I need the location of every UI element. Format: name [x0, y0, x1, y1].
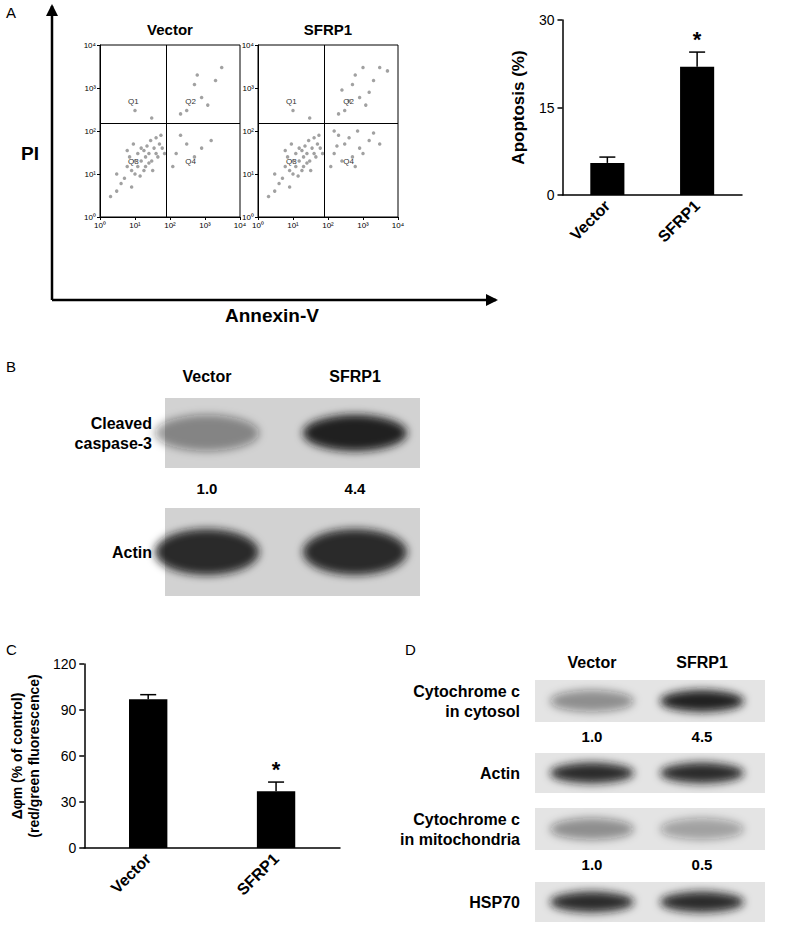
svg-text:C: C [6, 641, 17, 658]
svg-text:Apoptosis (%): Apoptosis (%) [509, 50, 528, 164]
svg-text:PI: PI [21, 143, 39, 164]
svg-text:Q3: Q3 [286, 157, 297, 166]
svg-text:0: 0 [68, 840, 76, 856]
svg-text:10²: 10² [242, 127, 254, 136]
svg-text:Q3: Q3 [128, 157, 139, 166]
svg-text:B: B [6, 358, 16, 375]
svg-text:Vector: Vector [147, 21, 193, 38]
svg-text:4.4: 4.4 [345, 480, 367, 497]
svg-text:Q1: Q1 [286, 97, 297, 106]
svg-text:Vector: Vector [567, 197, 614, 244]
svg-text:Q4: Q4 [185, 157, 196, 166]
svg-text:Cytochrome cin mitochondria: Cytochrome cin mitochondria [400, 811, 520, 848]
svg-text:Cytochrome cin cytosol: Cytochrome cin cytosol [413, 683, 520, 720]
svg-text:*: * [272, 757, 281, 782]
svg-text:1.0: 1.0 [582, 856, 603, 873]
svg-text:10¹: 10¹ [287, 221, 299, 230]
svg-text:10²: 10² [322, 221, 334, 230]
svg-text:A: A [6, 4, 16, 21]
svg-text:Q4: Q4 [343, 157, 354, 166]
svg-text:SFRP1: SFRP1 [676, 654, 728, 671]
svg-text:10⁰: 10⁰ [242, 212, 254, 222]
svg-text:10¹: 10¹ [242, 170, 254, 179]
svg-text:10⁴: 10⁴ [84, 41, 97, 50]
svg-text:90: 90 [61, 702, 77, 718]
svg-text:0: 0 [547, 187, 555, 203]
svg-text:120: 120 [53, 656, 77, 672]
svg-text:Δφm (% of control): Δφm (% of control) [9, 693, 25, 820]
svg-text:Actin: Actin [112, 544, 152, 561]
svg-text:10³: 10³ [357, 221, 369, 230]
svg-text:10⁴: 10⁴ [234, 221, 247, 230]
svg-text:Vector: Vector [108, 850, 155, 897]
svg-text:4.5: 4.5 [692, 728, 713, 745]
svg-text:15: 15 [539, 100, 555, 116]
svg-text:SFRP1: SFRP1 [329, 368, 381, 385]
svg-text:30: 30 [61, 794, 77, 810]
svg-text:60: 60 [61, 748, 77, 764]
svg-text:10³: 10³ [242, 84, 254, 93]
svg-text:Q1: Q1 [128, 97, 139, 106]
svg-text:Cleavedcaspase-3: Cleavedcaspase-3 [75, 415, 152, 452]
svg-text:SFRP1: SFRP1 [304, 21, 352, 38]
svg-text:0.5: 0.5 [692, 856, 713, 873]
svg-text:Q2: Q2 [343, 97, 354, 106]
svg-text:SFRP1: SFRP1 [655, 197, 704, 246]
svg-text:10²: 10² [164, 221, 176, 230]
svg-text:Vector: Vector [568, 654, 617, 671]
svg-text:*: * [693, 27, 702, 52]
svg-text:Vector: Vector [183, 368, 232, 385]
svg-text:10⁰: 10⁰ [84, 212, 96, 222]
svg-text:(red/green fluorescence): (red/green fluorescence) [26, 674, 42, 837]
svg-text:1.0: 1.0 [197, 480, 218, 497]
svg-text:30: 30 [539, 12, 555, 28]
svg-text:10⁴: 10⁴ [242, 41, 255, 50]
svg-text:D: D [405, 641, 416, 658]
svg-text:Annexin-V: Annexin-V [225, 305, 319, 326]
svg-text:10³: 10³ [84, 84, 96, 93]
svg-text:10⁰: 10⁰ [94, 221, 106, 230]
svg-text:10²: 10² [84, 127, 96, 136]
svg-text:10⁴: 10⁴ [392, 221, 405, 230]
svg-text:10¹: 10¹ [129, 221, 141, 230]
svg-text:1.0: 1.0 [582, 728, 603, 745]
svg-text:10³: 10³ [199, 221, 211, 230]
svg-text:HSP70: HSP70 [469, 894, 520, 911]
svg-text:Actin: Actin [480, 765, 520, 782]
svg-text:10¹: 10¹ [84, 170, 96, 179]
svg-text:Q2: Q2 [185, 97, 196, 106]
svg-text:SFRP1: SFRP1 [234, 850, 283, 899]
svg-text:10⁰: 10⁰ [252, 221, 264, 230]
